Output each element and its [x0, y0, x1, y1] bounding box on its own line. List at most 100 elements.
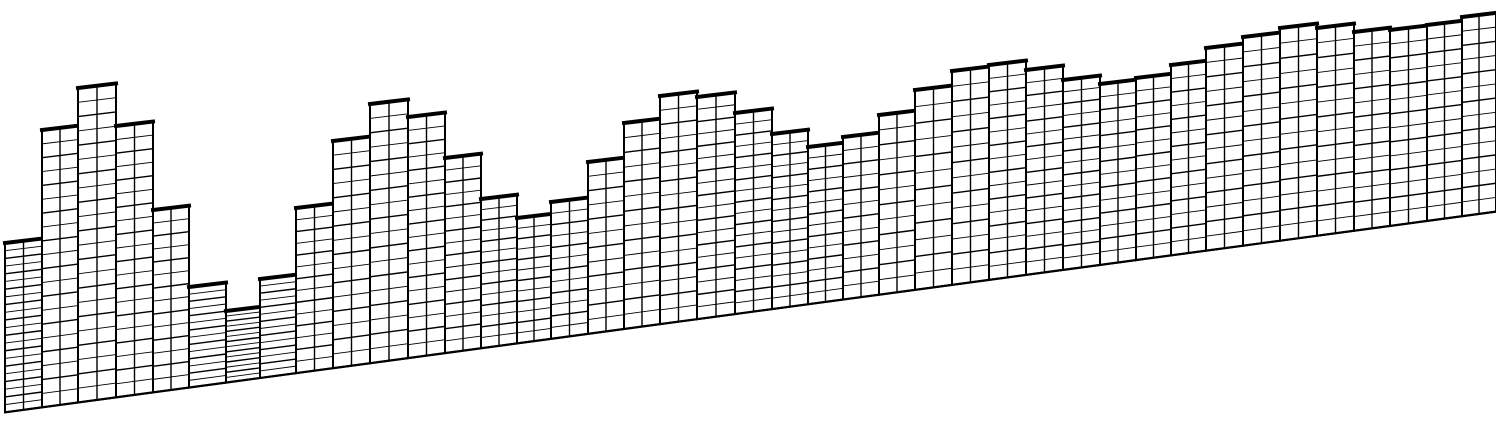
column-cap [1023, 63, 1066, 73]
wall-column-21 [732, 106, 775, 316]
wall-column-22 [769, 127, 811, 311]
column-cap [223, 304, 263, 314]
wall-column-26 [912, 83, 955, 291]
panel-row-line [225, 357, 261, 363]
panel-subrow-line [188, 346, 227, 353]
panel-row-line [225, 316, 261, 322]
column-cap [769, 127, 811, 137]
column-cap [1060, 73, 1103, 83]
column-cap [257, 272, 299, 282]
column-cap [478, 192, 520, 202]
wall-column-35 [1240, 30, 1283, 247]
wall-column-15 [514, 211, 554, 345]
column-cap [1168, 58, 1209, 68]
column-cap [39, 123, 81, 133]
column-cap [1277, 21, 1320, 31]
wall-column-10 [330, 134, 373, 370]
panel-subrow-line [188, 360, 227, 367]
panel-row-line [259, 344, 297, 351]
panel-subrow-line [259, 323, 297, 329]
wall-column-24 [840, 130, 882, 301]
column-cap [1387, 23, 1430, 33]
panel-row-line [259, 330, 297, 337]
panel-subrow-line [259, 351, 297, 358]
column-cap [1203, 41, 1246, 51]
column-cap [1314, 21, 1357, 31]
panel-row-line [188, 353, 227, 360]
panel-subrow-line [188, 317, 227, 324]
panel-subrow-line [188, 303, 227, 309]
wall-column-1 [2, 236, 45, 414]
column-cap [732, 106, 775, 116]
wall-column-31 [1097, 77, 1139, 267]
column-cap [514, 211, 554, 221]
wall-column-37 [1314, 21, 1357, 237]
panel-subrow-line [188, 332, 227, 338]
panel-row-line [188, 310, 227, 317]
wall-columns [2, 10, 1496, 414]
panel-subrow-line [259, 281, 297, 287]
wall-column-4 [113, 119, 156, 399]
panel-subrow-line [259, 309, 297, 315]
column-cap [75, 81, 119, 91]
wall-column-2 [39, 123, 81, 409]
wall-column-27 [949, 64, 992, 287]
ground-line [4, 210, 1496, 414]
wall-column-14 [478, 192, 520, 350]
column-cap [876, 108, 918, 118]
wall-column-25 [876, 108, 918, 296]
column-cap [293, 201, 336, 211]
column-cap [1424, 18, 1465, 28]
wall-column-40 [1424, 18, 1465, 223]
wall-column-20 [694, 90, 738, 321]
column-cap [657, 89, 700, 99]
wall-column-6 [186, 280, 229, 389]
wall-column-3 [75, 81, 119, 404]
panel-subrow-line [259, 365, 297, 372]
wall-column-23 [805, 140, 846, 306]
column-cap [186, 280, 229, 290]
panel-subrow-line [225, 311, 261, 317]
column-cap [986, 58, 1029, 68]
wall-column-36 [1277, 21, 1320, 242]
wall-column-5 [150, 203, 192, 394]
column-cap [1459, 10, 1496, 20]
wall-column-7 [223, 304, 263, 384]
panel-row-line [259, 302, 297, 308]
column-cap [694, 90, 738, 100]
column-cap [1351, 25, 1393, 35]
column-cap [1240, 30, 1283, 40]
panel-row-line [188, 339, 227, 346]
panel-subrow-line [259, 337, 297, 344]
column-cap [949, 64, 992, 74]
wall-column-16 [548, 195, 591, 340]
wall-column-19 [657, 89, 700, 326]
panel-subrow-line [225, 331, 261, 338]
wall-column-12 [405, 110, 448, 360]
column-cap [548, 195, 591, 205]
wall-column-30 [1060, 73, 1103, 272]
column-cap [1097, 77, 1139, 87]
column-cap [367, 97, 411, 107]
wall-column-38 [1351, 25, 1393, 232]
wall-column-33 [1168, 58, 1209, 257]
column-cap [442, 151, 484, 161]
panel-subrow-line [225, 372, 261, 378]
column-cap [840, 130, 882, 140]
panel-row-line [188, 324, 227, 331]
wall-column-29 [1023, 63, 1066, 277]
wall-column-13 [442, 151, 484, 355]
panel-row-line [225, 336, 261, 343]
wall-column-18 [621, 116, 663, 331]
wall-column-28 [986, 58, 1029, 282]
panel-row-line [225, 367, 261, 374]
panel-subrow-line [225, 342, 261, 348]
column-cap [2, 236, 45, 246]
wall-column-34 [1203, 41, 1246, 252]
column-cap [805, 140, 846, 150]
column-cap [330, 134, 373, 144]
column-cap [1133, 71, 1174, 81]
panel-row-line [259, 288, 297, 294]
panel-subrow-line [225, 321, 261, 327]
